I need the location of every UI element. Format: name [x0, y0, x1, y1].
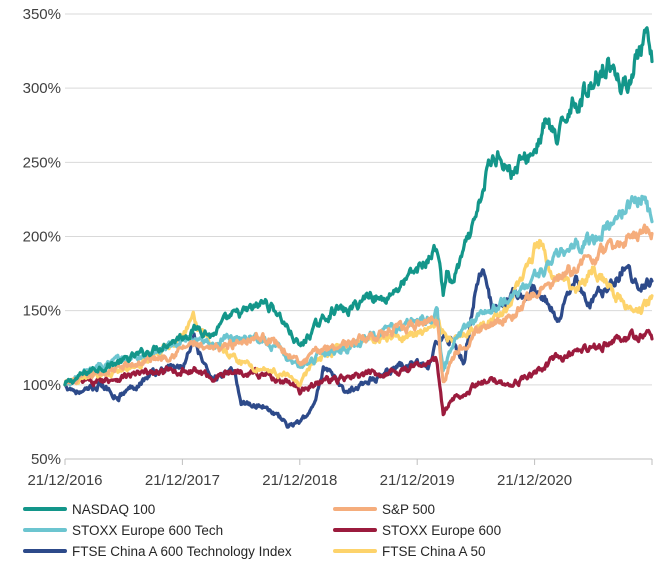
legend-label: NASDAQ 100	[72, 502, 155, 517]
legend: NASDAQ 100 S&P 500 STOXX Europe 600 Tech ST…	[23, 502, 501, 559]
legend-label: FTSE China A 600 Technology Index	[72, 544, 292, 559]
series-lines	[63, 26, 654, 429]
legend-label: STOXX Europe 600	[382, 523, 501, 538]
y-tick-label: 150%	[23, 303, 61, 320]
legend-label: S&P 500	[382, 502, 435, 517]
x-tick-label: 21/12/2017	[145, 472, 220, 489]
series-line	[63, 328, 654, 417]
x-axis: 21/12/2016 21/12/2017 21/12/2018 21/12/2019…	[27, 458, 653, 489]
gridlines	[65, 13, 652, 386]
y-tick-label: 50%	[31, 451, 61, 468]
y-axis-labels: 50% 100% 150% 200% 250% 300% 350%	[23, 6, 61, 468]
series-line	[63, 26, 654, 387]
y-tick-label: 200%	[23, 229, 61, 246]
legend-label: FTSE China A 50	[382, 544, 486, 559]
x-tick-label: 21/12/2016	[27, 472, 102, 489]
y-tick-label: 350%	[23, 6, 61, 23]
y-tick-label: 250%	[23, 154, 61, 171]
x-tick-label: 21/12/2019	[380, 472, 455, 489]
legend-label: STOXX Europe 600 Tech	[72, 523, 223, 538]
y-tick-label: 300%	[23, 80, 61, 97]
series-line	[63, 223, 654, 387]
series-line	[63, 238, 654, 388]
y-tick-label: 100%	[23, 377, 61, 394]
x-tick-label: 21/12/2020	[497, 472, 572, 489]
x-tick-label: 21/12/2018	[262, 472, 337, 489]
